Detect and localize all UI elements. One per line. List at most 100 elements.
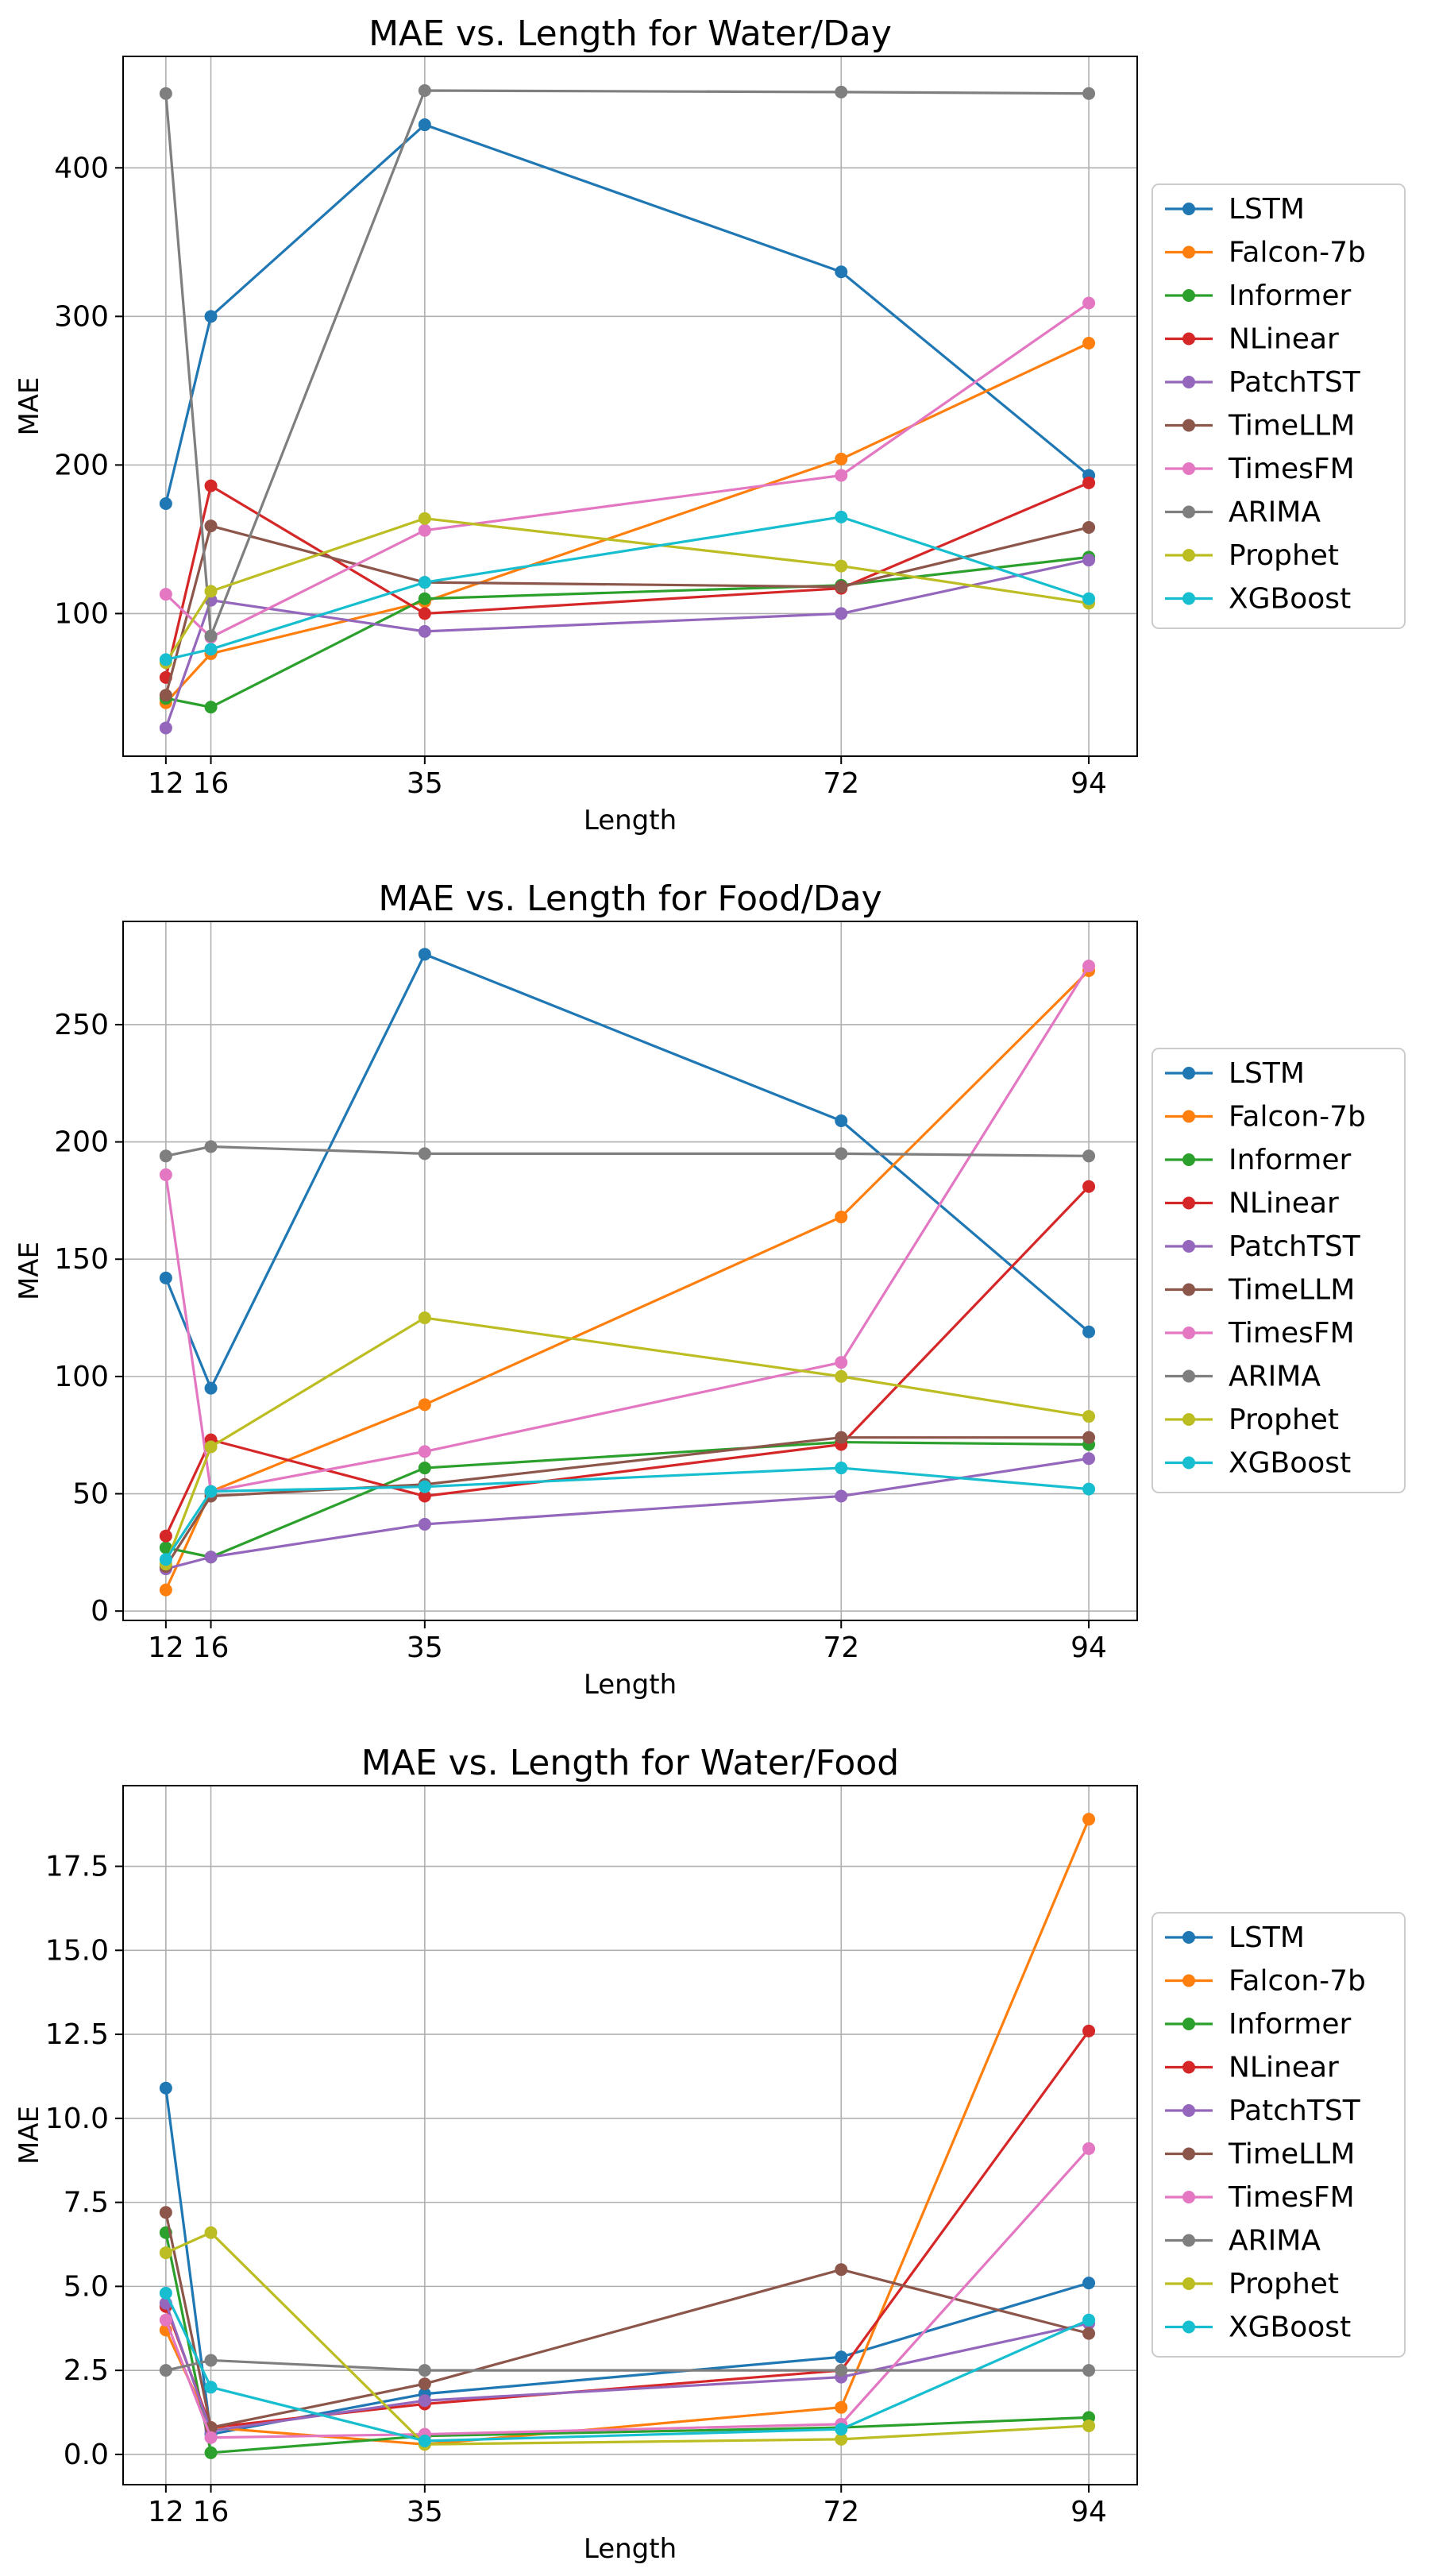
data-point — [204, 519, 218, 533]
legend-item: XGBoost — [1165, 2311, 1351, 2344]
data-point — [204, 1440, 218, 1454]
series-prophet — [159, 1311, 1096, 1571]
series-lstm — [159, 118, 1096, 511]
legend-swatch-marker — [1182, 2018, 1195, 2030]
series-falcon-7b — [159, 964, 1096, 1597]
chart-panel-2: 12 16 35 72 94 0 50 100 150 200 250 MAE vs. Length … — [14, 879, 1406, 1701]
legend-swatch-marker — [1182, 1327, 1195, 1339]
x-tick-label: 94 — [1070, 2496, 1107, 2528]
legend-swatch-marker — [1182, 2320, 1195, 2334]
data-point — [1082, 1482, 1096, 1496]
data-point — [1082, 2142, 1096, 2155]
legend-item: LSTM — [1165, 193, 1305, 226]
x-tick-label: 35 — [407, 767, 443, 800]
legend-label: TimeLLM — [1228, 410, 1355, 442]
y-tick-label: 100 — [54, 597, 109, 630]
data-point — [1082, 2364, 1096, 2377]
x-tick-label: 72 — [823, 767, 859, 800]
data-point — [418, 84, 431, 98]
legend-item: NLinear — [1165, 1188, 1339, 1220]
y-axis-label: MAE — [14, 1242, 45, 1300]
legend-label: TimesFM — [1228, 2181, 1355, 2214]
legend-item: PatchTST — [1165, 2095, 1361, 2127]
legend-label: TimeLLM — [1228, 2138, 1355, 2171]
data-point — [418, 118, 431, 132]
y-tick-label: 17.5 — [45, 1851, 109, 1883]
legend-item: Prophet — [1165, 539, 1339, 572]
legend-item: Falcon-7b — [1165, 1101, 1366, 1134]
y-tick-label: 200 — [54, 1126, 109, 1159]
legend-item: TimeLLM — [1165, 1274, 1355, 1307]
legend-label: Falcon-7b — [1229, 1101, 1366, 1134]
data-point — [418, 2394, 431, 2408]
data-point — [159, 2081, 172, 2095]
data-point — [1082, 476, 1096, 489]
data-point — [1082, 592, 1096, 605]
data-point — [204, 585, 218, 598]
series-line — [164, 1436, 1090, 1567]
legend-item: TimeLLM — [1165, 410, 1355, 442]
data-point — [835, 1356, 848, 1369]
y-tick-label: 250 — [54, 1009, 109, 1041]
series-arima — [159, 1140, 1096, 1163]
x-tick-label: 72 — [823, 1632, 859, 1664]
legend-swatch-marker — [1182, 376, 1195, 388]
data-point — [835, 607, 848, 620]
data-point — [1082, 337, 1096, 350]
legend-swatch-marker — [1182, 592, 1195, 605]
series-line — [164, 1818, 1090, 2446]
legend-swatch-marker — [1182, 1456, 1195, 1470]
data-point — [1082, 2024, 1096, 2037]
data-point — [204, 2381, 218, 2394]
data-point — [1082, 554, 1096, 567]
data-point — [835, 452, 848, 465]
y-tick-label: 10.0 — [45, 2103, 109, 2135]
data-point — [418, 1517, 431, 1531]
data-point — [1082, 2327, 1096, 2340]
data-point — [418, 607, 431, 620]
series-timellm — [159, 1431, 1096, 1574]
data-point — [835, 2432, 848, 2446]
legend-item: TimesFM — [1165, 1317, 1355, 1350]
data-point — [835, 1462, 848, 1475]
series-line — [164, 965, 1090, 1493]
series-arima — [159, 2354, 1096, 2377]
legend-item: NLinear — [1165, 2052, 1339, 2084]
data-point — [159, 1168, 172, 1181]
data-point — [159, 2286, 172, 2300]
legend-item: Informer — [1165, 2008, 1352, 2041]
data-point — [204, 1485, 218, 1498]
legend-swatch-marker — [1182, 1931, 1195, 1944]
data-point — [418, 1480, 431, 1493]
data-point — [159, 653, 172, 666]
legend-item: Informer — [1165, 1144, 1352, 1176]
legend-item: Falcon-7b — [1165, 237, 1366, 269]
legend-item: PatchTST — [1165, 1230, 1361, 1263]
data-point — [835, 580, 848, 593]
legend-label: ARIMA — [1229, 496, 1321, 529]
y-tick-label: 400 — [54, 152, 109, 184]
legend-swatch-marker — [1182, 2234, 1195, 2247]
x-tick-label: 35 — [407, 1632, 443, 1664]
plot-frame — [122, 1785, 1138, 2485]
legend-item: Informer — [1165, 280, 1352, 312]
data-point — [1082, 1325, 1096, 1338]
legend-label: XGBoost — [1229, 2311, 1351, 2344]
legend-label: NLinear — [1229, 323, 1339, 356]
legend-item: NLinear — [1165, 323, 1339, 356]
data-point — [1082, 1452, 1096, 1466]
data-point — [835, 1369, 848, 1383]
data-point — [418, 1398, 431, 1412]
data-point — [204, 1140, 218, 1153]
legend-swatch-marker — [1182, 332, 1195, 346]
series-line — [165, 2358, 1090, 2372]
grid-lines — [123, 921, 1137, 1620]
data-point — [835, 469, 848, 482]
y-tick-label: 7.5 — [64, 2187, 109, 2219]
data-point — [835, 2423, 848, 2436]
legend-label: PatchTST — [1229, 2095, 1361, 2127]
y-tick-label: 150 — [54, 1243, 109, 1276]
y-tick-label: 2.5 — [64, 2354, 109, 2387]
legend-item: PatchTST — [1165, 366, 1361, 399]
